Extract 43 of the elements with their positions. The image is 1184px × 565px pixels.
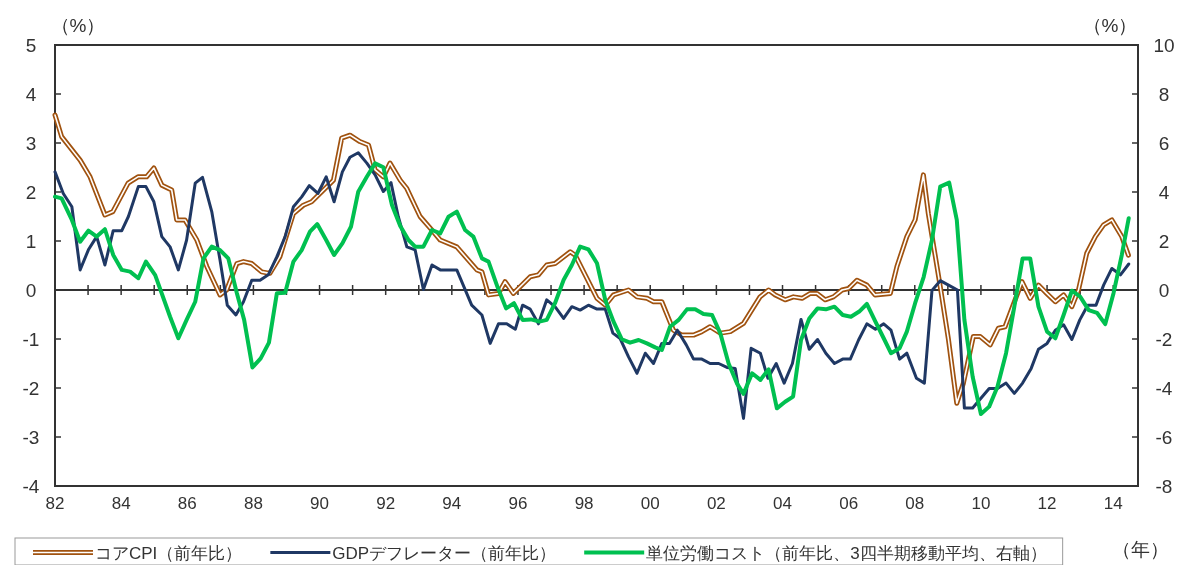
y-tick-label: 5 <box>25 35 37 56</box>
y-tick-label: -4 <box>22 476 40 497</box>
x-axis-title: （年） <box>1111 539 1169 560</box>
x-tick-label: 06 <box>839 494 859 513</box>
y2-tick-label: -6 <box>1155 427 1173 448</box>
x-tick-label: 96 <box>508 494 528 513</box>
x-tick-label: 08 <box>905 494 925 513</box>
y-tick-label: -2 <box>22 378 40 399</box>
legend-label: 単位労働コスト（前年比、3四半期移動平均、右軸） <box>646 543 1047 563</box>
x-tick-label: 84 <box>111 494 131 513</box>
y-tick-label: -3 <box>22 427 40 448</box>
y-tick-label: 1 <box>25 231 37 252</box>
y2-tick-label: -8 <box>1155 476 1173 497</box>
x-tick-label: 94 <box>442 494 462 513</box>
y2-axis-title: （%） <box>1082 15 1138 36</box>
x-tick-label: 90 <box>310 494 330 513</box>
y2-tick-label: 10 <box>1153 35 1175 56</box>
y2-tick-label: 8 <box>1158 84 1170 105</box>
x-tick-label: 86 <box>177 494 197 513</box>
y2-tick-label: 4 <box>1158 182 1170 203</box>
x-tick-label: 12 <box>1037 494 1057 513</box>
y-tick-label: 4 <box>25 84 37 105</box>
x-tick-label: 00 <box>640 494 660 513</box>
x-tick-label: 02 <box>706 494 726 513</box>
x-tick-label: 82 <box>45 494 65 513</box>
x-tick-label: 10 <box>971 494 991 513</box>
y2-tick-label: 0 <box>1158 280 1170 301</box>
x-tick-label: 98 <box>574 494 594 513</box>
y-tick-label: 2 <box>25 182 37 203</box>
y2-tick-label: 2 <box>1158 231 1170 252</box>
y2-tick-label: -4 <box>1155 378 1173 399</box>
y-tick-label: 3 <box>25 133 37 154</box>
y2-tick-label: -2 <box>1155 329 1173 350</box>
x-tick-label: 92 <box>376 494 396 513</box>
y-tick-label: -1 <box>22 329 40 350</box>
x-tick-label: 88 <box>243 494 263 513</box>
y2-tick-label: 6 <box>1158 133 1170 154</box>
x-tick-label: 04 <box>773 494 792 513</box>
x-tick-label: 14 <box>1103 494 1123 513</box>
legend-label: GDPデフレーター（前年比） <box>332 543 557 563</box>
y-axis-title: （%） <box>50 15 106 36</box>
y-tick-label: 0 <box>25 280 37 301</box>
legend-label: コアCPI（前年比） <box>95 543 243 563</box>
